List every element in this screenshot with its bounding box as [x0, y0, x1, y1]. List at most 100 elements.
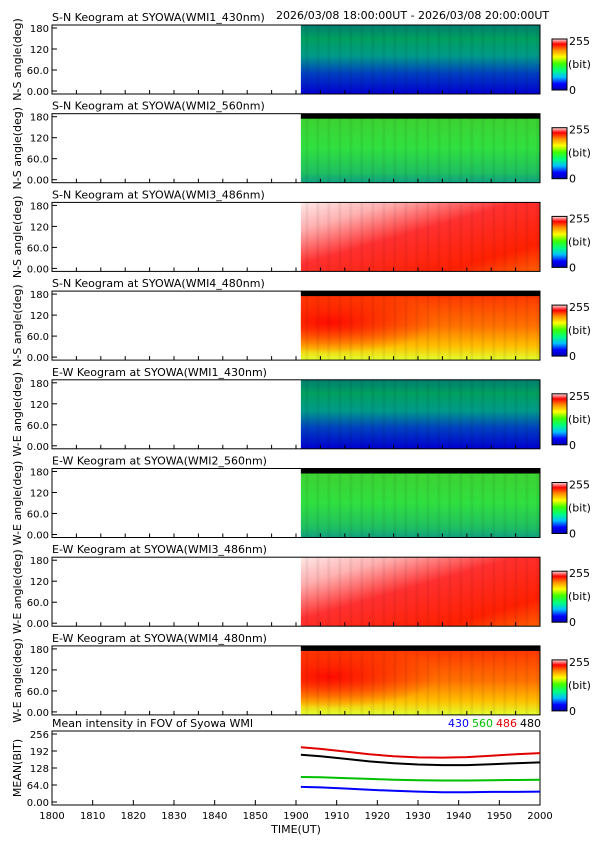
y-tick-label: 0.00	[27, 531, 49, 542]
colorbar-min-label: 0	[569, 350, 576, 363]
y-tick-label: 60.0	[27, 66, 49, 77]
y-tick-label: 120	[30, 577, 49, 588]
x-tick-label: 1820	[121, 811, 146, 822]
colorbar-max-label: 255	[569, 212, 590, 225]
keogram-panel: S-N Keogram at SYOWA(WMI1_430nm)180 120 60…	[11, 11, 591, 101]
y-tick-label: 120	[30, 45, 49, 56]
heatmap-image	[300, 113, 540, 183]
y-tick-label: 180	[30, 290, 49, 301]
keogram-panel: E-W Keogram at SYOWA(WMI1_430nm)180 120 60…	[11, 366, 591, 457]
x-tick-label: 1920	[365, 811, 390, 822]
colorbar	[551, 215, 568, 268]
colorbar-max-label: 255	[569, 124, 590, 137]
colorbar-max-label: 255	[569, 567, 590, 580]
y-tick-label: 120	[30, 222, 49, 233]
y-axis-label: N-S angle(deg)	[11, 196, 24, 279]
x-tick-label: 1850	[243, 811, 268, 822]
panel-title: E-W Keogram at SYOWA(WMI3_486nm)	[52, 543, 267, 556]
heatmap-dark-band	[300, 291, 540, 297]
x-tick-label: 1830	[161, 811, 186, 822]
colorbar-unit-label: (bit)	[568, 502, 591, 515]
colorbar-min-label: 0	[569, 528, 576, 541]
y-axis-label: N-S angle(deg)	[11, 18, 24, 101]
colorbar	[551, 482, 568, 534]
heatmap-image	[300, 468, 540, 538]
y-tick-label: 128	[30, 764, 49, 775]
heatmap-dark-band	[300, 468, 540, 474]
y-tick-label: 60.0	[27, 687, 49, 698]
x-tick-label: 1840	[202, 811, 227, 822]
series-line-480	[300, 753, 541, 767]
colorbar-min-label: 0	[569, 705, 576, 718]
header-time-range: 2026/03/08 18:00:00UT - 2026/03/08 20:00…	[276, 9, 549, 22]
x-tick-label: 1950	[487, 811, 512, 822]
x-tick-label: 1800	[39, 811, 64, 822]
panel-title: S-N Keogram at SYOWA(WMI3_486nm)	[52, 188, 265, 201]
y-tick-label: 120	[30, 400, 49, 411]
y-tick-label: 180	[30, 556, 49, 567]
y-tick-label: 64.0	[27, 781, 49, 792]
colorbar-unit-label: (bit)	[568, 147, 591, 160]
colorbar	[551, 127, 568, 180]
x-axis-label: TIME(UT)	[270, 823, 321, 836]
y-tick-label: 0.00	[27, 353, 49, 364]
keogram-panel: E-W Keogram at SYOWA(WMI2_560nm)180 120 60…	[11, 455, 591, 546]
colorbar-max-label: 255	[569, 301, 590, 314]
y-axis-label: MEAN(BIT)	[11, 739, 24, 797]
keogram-panel: S-N Keogram at SYOWA(WMI2_560nm)180 120 60…	[11, 100, 591, 190]
legend-entry: 480	[520, 717, 541, 730]
panel-title: S-N Keogram at SYOWA(WMI2_560nm)	[52, 100, 265, 113]
colorbar-unit-label: (bit)	[568, 324, 591, 337]
colorbar	[551, 570, 568, 623]
y-axis-label: W-E angle(deg)	[11, 638, 24, 723]
heatmap-image	[300, 379, 540, 449]
line-chart-title: Mean intensity in FOV of Syowa WMI	[52, 717, 253, 730]
y-tick-label: 0.00	[27, 798, 49, 809]
series-line-486	[300, 746, 541, 759]
colorbar	[551, 38, 568, 91]
panel-title: S-N Keogram at SYOWA(WMI4_480nm)	[52, 277, 265, 290]
y-tick-label: 0.00	[27, 264, 49, 275]
colorbar-min-label: 0	[569, 84, 576, 97]
x-tick-label: 1930	[405, 811, 430, 822]
y-axis-label: N-S angle(deg)	[11, 284, 24, 367]
y-tick-label: 60.0	[27, 510, 49, 521]
colorbar	[551, 304, 568, 357]
legend-entry: 486	[496, 717, 517, 730]
y-tick-label: 120	[30, 489, 49, 500]
y-axis-label: N-S angle(deg)	[11, 107, 24, 190]
heatmap-dark-band	[300, 113, 540, 119]
heatmap-dark-band	[300, 645, 540, 651]
keogram-panel: S-N Keogram at SYOWA(WMI4_480nm)180 120 60…	[11, 277, 591, 367]
panel-title: E-W Keogram at SYOWA(WMI4_480nm)	[52, 632, 267, 645]
heatmap-image	[300, 557, 540, 627]
x-tick-label: 1900	[283, 811, 308, 822]
y-tick-label: 256	[30, 730, 49, 741]
colorbar-unit-label: (bit)	[568, 235, 591, 248]
colorbar-min-label: 0	[569, 173, 576, 186]
panel-title: E-W Keogram at SYOWA(WMI1_430nm)	[52, 366, 267, 379]
x-tick-label: 1810	[80, 811, 105, 822]
colorbar-min-label: 0	[569, 439, 576, 452]
y-tick-label: 60.0	[27, 598, 49, 609]
y-tick-label: 180	[30, 645, 49, 656]
y-tick-label: 120	[30, 311, 49, 322]
y-tick-label: 60.0	[27, 155, 49, 166]
y-tick-label: 0.00	[27, 176, 49, 187]
colorbar-max-label: 255	[569, 479, 590, 492]
y-tick-label: 60.0	[27, 243, 49, 254]
colorbar-unit-label: (bit)	[568, 590, 591, 603]
colorbar	[551, 393, 568, 446]
line-chart-frame	[51, 730, 541, 806]
keogram-panel: E-W Keogram at SYOWA(WMI3_486nm)180 120 60…	[11, 543, 591, 634]
colorbar-min-label: 0	[569, 261, 576, 274]
y-tick-label: 192	[30, 747, 49, 758]
heatmap-overlay	[300, 645, 540, 715]
colorbar-min-label: 0	[569, 616, 576, 629]
colorbar-max-label: 255	[569, 656, 590, 669]
y-tick-label: 180	[30, 379, 49, 390]
heatmap-image	[300, 202, 540, 272]
y-tick-label: 60.0	[27, 421, 49, 432]
y-tick-label: 0.00	[27, 87, 49, 98]
